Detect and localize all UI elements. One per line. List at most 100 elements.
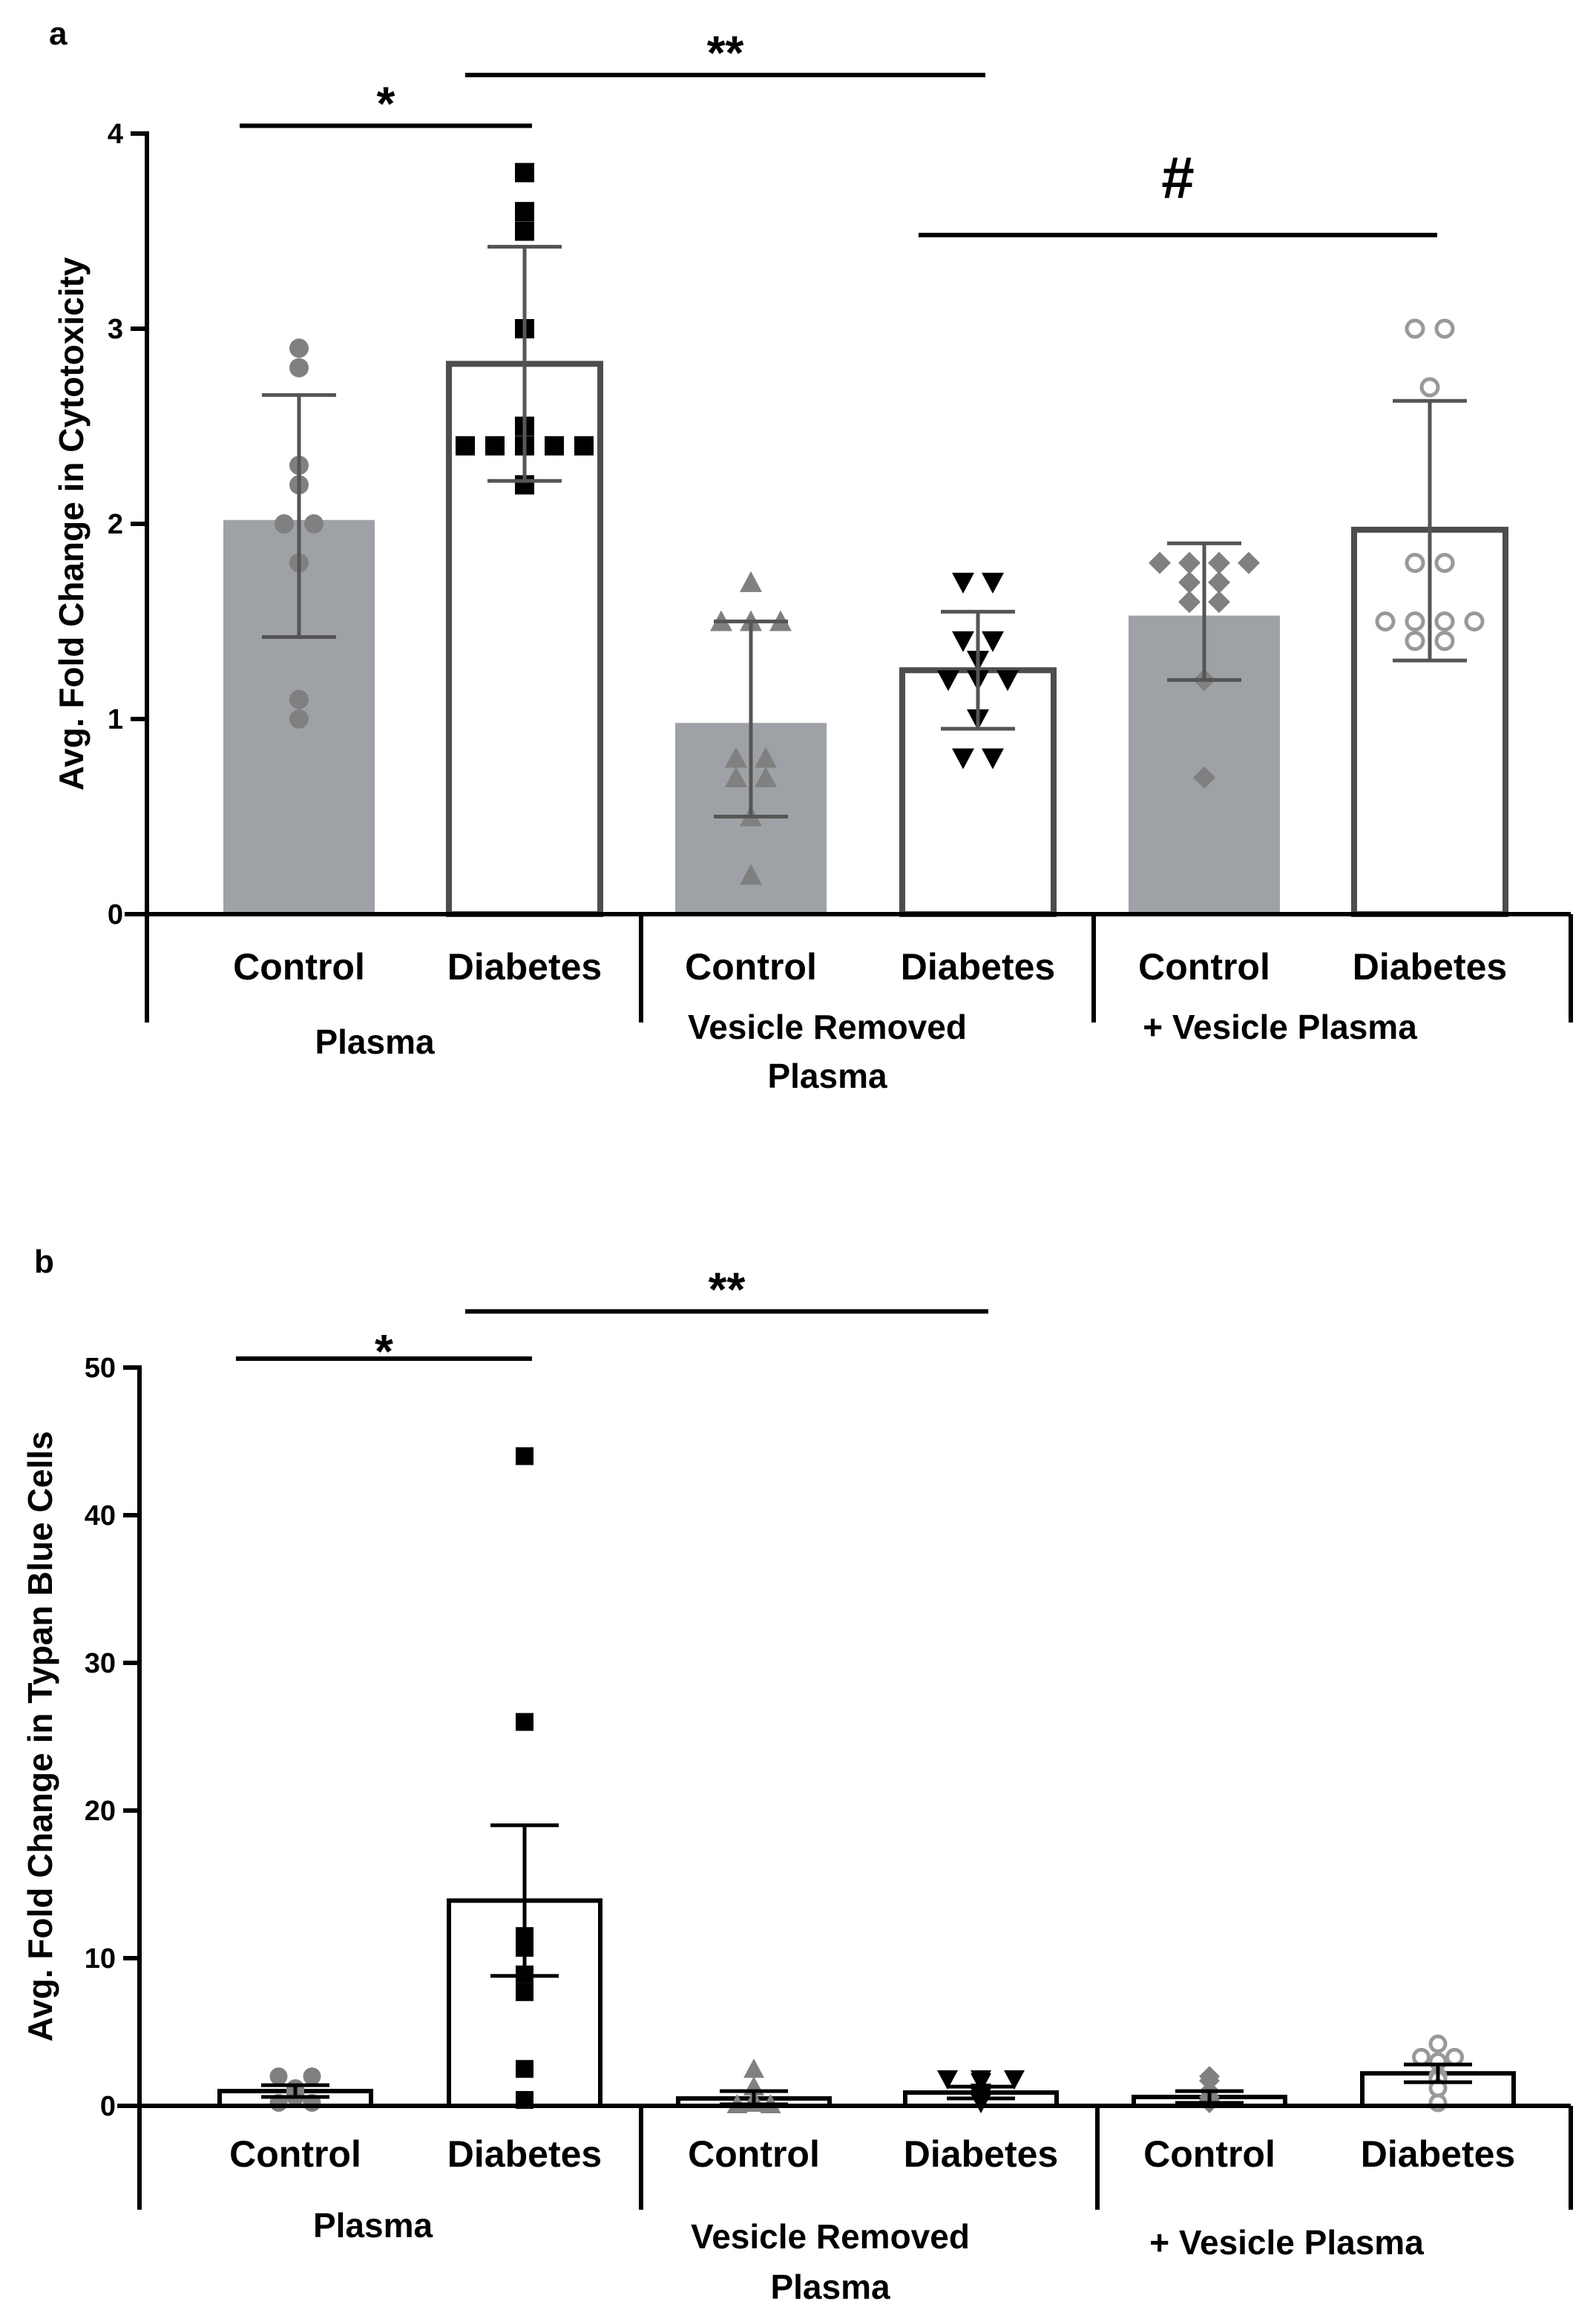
error-bar-a-5 [1167,541,1241,682]
x-tick-label-a-4: Diabetes [901,946,1055,988]
group-label-a-2-line-1: Vesicle Removed [688,1008,967,1046]
y-tick-label-a-3: 3 [108,314,123,345]
data-point-b-4-4 [971,2073,991,2093]
data-point-a-5-1 [1149,551,1171,574]
data-point-a-3-8 [755,766,777,787]
data-point-a-4-3 [952,631,974,652]
significance-label-a-3: # [1161,145,1195,211]
data-point-b-6-8 [1428,2093,1448,2113]
x-tick-label-a-5: Control [1138,946,1270,988]
significance-label-b-2: ** [709,1262,746,1316]
y-tick-label-b-0: 0 [100,2091,116,2122]
data-point-a-5-3 [1208,551,1230,574]
data-point-a-1-8 [289,689,309,709]
panel-letter-a: a [49,16,68,52]
data-point-a-5-2 [1178,551,1201,574]
data-point-a-6-8 [1434,611,1455,631]
data-point-a-6-10 [1405,631,1425,651]
data-point-b-2-2 [516,1713,533,1731]
data-point-b-6-2 [1412,2047,1431,2067]
data-point-a-1-2 [289,358,309,378]
y-tick-label-a-2: 2 [108,509,123,540]
data-point-a-1-9 [289,709,309,729]
y-tick-label-b-2: 20 [85,1796,116,1827]
y-tick-label-b-1: 10 [85,1943,116,1975]
x-tick-label-b-4: Diabetes [904,2133,1058,2175]
group-label-b-2-line-2: Plasma [770,2268,890,2301]
data-point-a-4-2 [982,572,1004,594]
y-tick-label-a-0: 0 [108,899,123,930]
data-point-b-6-1 [1428,2034,1448,2053]
data-point-a-1-5 [275,514,294,534]
data-point-a-3-7 [725,766,747,787]
data-point-a-3-6 [755,746,777,768]
error-bar-a-3 [714,620,788,818]
chart-panel-a: 0 1 2 3 4 Control Diabetes Control Diabetes Contr… [52,26,1573,1095]
group-label-b-2-line-1: Vesicle Removed [691,2217,970,2256]
error-bar-b-4 [947,2084,1015,2101]
data-point-a-5-4 [1238,551,1260,574]
data-point-a-6-2 [1434,318,1455,339]
data-point-b-6-3 [1445,2047,1464,2067]
group-label-a-2-line-2: Plasma [767,1057,887,1095]
x-tick-label-b-3: Control [688,2133,820,2175]
x-tick-label-a-3: Control [685,946,817,988]
data-point-a-6-6 [1375,611,1396,631]
data-point-a-2-1 [515,163,534,183]
y-axis-label-b: Avg. Fold Change in Typan Blue Cells [21,1431,59,2042]
group-label-a-1-line-1: Plasma [315,1023,435,1061]
error-bar-a-6 [1393,398,1467,663]
error-bar-a-4 [941,609,1015,731]
data-point-a-2-10 [574,436,594,456]
data-point-b-2-6 [516,1983,533,2001]
y-tick-label-a-1: 1 [108,704,123,735]
significance-label-b-1: * [375,1325,393,1378]
data-point-a-6-1 [1405,318,1425,339]
error-bar-b-6 [1404,2062,1472,2084]
group-label-b-1-line-1: Plasma [313,2206,433,2245]
data-point-a-3-1 [740,571,762,592]
group-label-a-3-line-1: + Vesicle Plasma [1143,1008,1417,1046]
data-point-a-3-10 [740,864,762,885]
significance-label-a-1: * [377,76,395,130]
data-point-a-2-9 [545,436,564,456]
y-tick-label-b-3: 30 [85,1648,116,1679]
data-point-b-1-1 [269,2067,288,2086]
y-tick-label-b-5: 50 [85,1353,116,1384]
error-bar-b-1 [261,2083,329,2099]
data-point-b-3-1 [743,2058,764,2078]
x-tick-label-a-2: Diabetes [447,946,602,988]
data-point-b-2-7 [516,2060,533,2078]
y-tick-label-a-4: 4 [108,119,123,150]
data-point-b-2-1 [516,1447,533,1465]
data-point-a-5-6 [1208,571,1230,594]
panel-letter-b: b [34,1244,54,1280]
data-point-a-2-7 [485,436,505,456]
error-bar-b-2 [490,1823,559,1978]
data-point-a-3-5 [725,746,747,768]
data-point-a-4-11 [982,748,1004,769]
data-point-a-5-8 [1208,591,1230,614]
y-axis-label-a: Avg. Fold Change in Cytotoxicity [52,257,91,790]
data-point-a-5-7 [1178,591,1201,614]
x-tick-label-b-2: Diabetes [447,2133,602,2175]
x-tick-label-a-1: Control [233,946,365,988]
x-tick-label-a-6: Diabetes [1353,946,1507,988]
data-point-a-6-9 [1464,611,1485,631]
data-point-a-4-1 [952,572,974,594]
x-tick-label-b-1: Control [229,2133,361,2175]
data-point-a-6-3 [1419,377,1440,398]
error-bar-a-1 [262,393,336,640]
data-point-a-6-7 [1405,611,1425,631]
data-point-a-4-6 [937,670,959,692]
data-point-a-6-5 [1434,553,1455,574]
x-tick-label-b-5: Control [1143,2133,1275,2175]
data-point-a-4-4 [982,631,1004,652]
data-point-a-1-6 [304,514,324,534]
y-tick-label-b-4: 40 [85,1500,116,1532]
data-point-b-4-1 [937,2070,958,2090]
data-point-a-5-5 [1178,571,1201,594]
data-point-a-4-8 [996,670,1019,692]
error-bar-a-2 [487,245,562,483]
